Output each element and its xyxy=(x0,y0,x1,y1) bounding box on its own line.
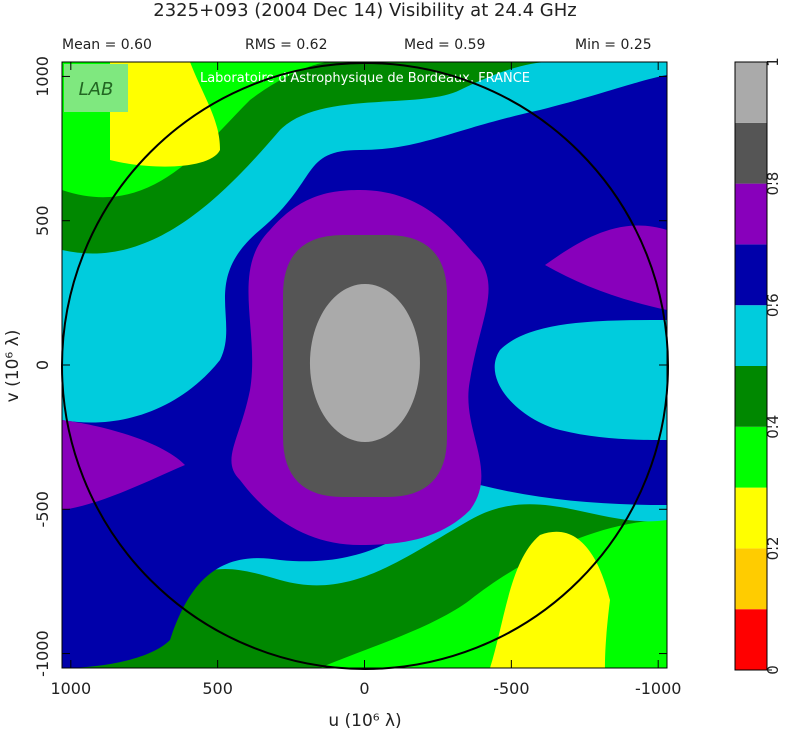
contour-region xyxy=(309,284,420,442)
y-tick-label: 500 xyxy=(33,205,52,236)
stat-label: Mean = 0.60 xyxy=(62,37,152,53)
y-tick-label: 0 xyxy=(33,360,52,370)
logo-text: LAB xyxy=(79,79,114,100)
colorbar-swatch xyxy=(735,366,767,427)
x-tick-label: -500 xyxy=(493,679,529,698)
colorbar-tick-label: 0.4 xyxy=(764,415,782,439)
stat-label: Min = 0.25 xyxy=(575,37,652,53)
colorbar-tick-label: 0.8 xyxy=(764,172,782,196)
y-tick-label: -1000 xyxy=(33,630,52,677)
x-tick-label: -1000 xyxy=(635,679,682,698)
logo-box xyxy=(64,64,128,112)
colorbar-swatch xyxy=(735,62,767,123)
contour-region xyxy=(62,420,185,510)
y-tick-label: 1000 xyxy=(33,56,52,97)
colorbar-tick-label: 0.6 xyxy=(764,293,782,317)
x-tick-label: 1000 xyxy=(50,679,91,698)
colorbar-swatch xyxy=(735,548,767,610)
contour-region xyxy=(545,225,667,310)
colorbar-swatch xyxy=(735,244,767,306)
colorbar-swatch xyxy=(735,122,767,184)
stat-label: RMS = 0.62 xyxy=(245,37,328,53)
colorbar-swatch xyxy=(735,183,767,245)
chart-title: 2325+093 (2004 Dec 14) Visibility at 24.… xyxy=(153,0,576,21)
colorbar-frame xyxy=(734,61,768,671)
annotation: Laboratoire d'Astrophysique de Bordeaux,… xyxy=(200,71,530,86)
contour-region xyxy=(110,62,220,167)
y-tick-label: -500 xyxy=(33,491,52,527)
colorbar-swatch xyxy=(735,609,767,670)
colorbar-tick-label: 1 xyxy=(764,57,782,67)
colorbar-tick-label: 0 xyxy=(764,665,782,675)
x-tick-label: 500 xyxy=(202,679,233,698)
colorbar-swatch xyxy=(735,487,767,549)
colorbar-tick-label: 0.2 xyxy=(764,536,782,560)
contour-region xyxy=(490,531,610,668)
stat-label: Med = 0.59 xyxy=(404,37,485,53)
plot-frame xyxy=(61,61,668,669)
x-tick-label: 0 xyxy=(359,679,369,698)
colorbar-swatch xyxy=(735,426,767,488)
y-axis-label: v (10⁶ λ) xyxy=(3,330,23,403)
colorbar-swatch xyxy=(735,305,767,366)
x-axis-label: u (10⁶ λ) xyxy=(328,711,401,731)
